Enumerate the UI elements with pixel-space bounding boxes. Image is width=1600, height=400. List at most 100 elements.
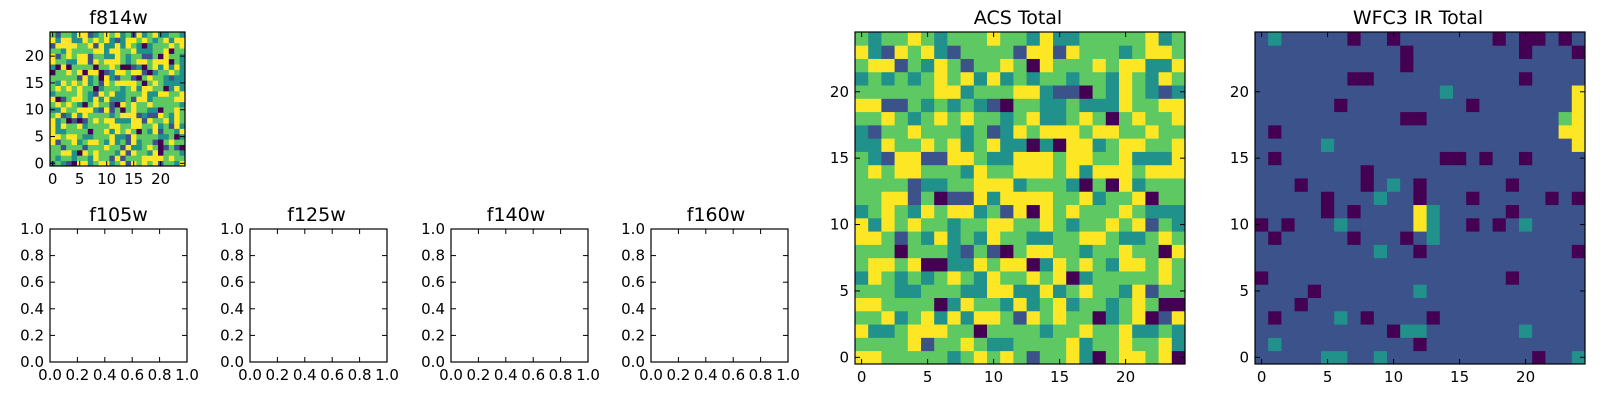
heatmap-cell bbox=[147, 69, 153, 76]
heatmap-cell bbox=[114, 58, 121, 65]
heatmap-cell bbox=[1505, 32, 1520, 46]
y-tick-label: 0.2 bbox=[621, 326, 645, 344]
heatmap-cell bbox=[1013, 231, 1027, 245]
heatmap-cell bbox=[141, 80, 148, 86]
heatmap-cell bbox=[881, 138, 895, 152]
heatmap-cell bbox=[1092, 257, 1107, 272]
heatmap-cell bbox=[109, 69, 116, 76]
heatmap-cell bbox=[141, 64, 148, 70]
heatmap-cell bbox=[1400, 337, 1414, 352]
heatmap-cell bbox=[114, 160, 121, 167]
heatmap-cell bbox=[87, 107, 94, 113]
heatmap-cell bbox=[1532, 124, 1546, 139]
heatmap-cell bbox=[1132, 257, 1146, 272]
heatmap-cell bbox=[1013, 178, 1027, 192]
heatmap-cell bbox=[163, 117, 170, 124]
heatmap-cell bbox=[93, 107, 99, 113]
heatmap-cell bbox=[136, 64, 143, 70]
heatmap-cell bbox=[168, 74, 175, 81]
heatmap-cell bbox=[136, 101, 143, 108]
x-tick-label: 0.2 bbox=[466, 366, 490, 384]
heatmap-cell bbox=[1492, 217, 1507, 232]
heatmap-cell bbox=[881, 151, 895, 166]
heatmap-cell bbox=[855, 284, 869, 298]
heatmap-cell bbox=[1281, 324, 1295, 338]
heatmap-cell bbox=[50, 85, 56, 92]
heatmap-cell bbox=[98, 32, 105, 38]
heatmap-cell bbox=[1145, 350, 1159, 365]
heatmap-cell bbox=[1532, 324, 1546, 338]
heatmap-cell bbox=[125, 48, 132, 54]
heatmap-cell bbox=[114, 133, 121, 140]
heatmap-cell bbox=[1105, 178, 1120, 192]
heatmap-cell bbox=[1387, 32, 1401, 46]
heatmap-cell bbox=[1171, 244, 1186, 259]
heatmap-cell bbox=[179, 112, 186, 119]
heatmap-cell bbox=[174, 64, 180, 70]
heatmap-cell bbox=[163, 96, 170, 103]
heatmap-cell bbox=[152, 112, 159, 119]
heatmap-cell bbox=[1400, 124, 1414, 139]
heatmap-cell bbox=[1426, 204, 1441, 219]
heatmap-cell bbox=[1294, 32, 1309, 46]
heatmap-cell bbox=[114, 128, 121, 135]
heatmap-cell bbox=[104, 90, 110, 97]
heatmap-cell bbox=[93, 128, 99, 135]
heatmap-cell bbox=[131, 90, 137, 97]
heatmap-cell bbox=[1453, 337, 1467, 352]
heatmap-cell bbox=[907, 32, 922, 46]
heatmap-cell bbox=[1505, 111, 1520, 126]
heatmap-cell bbox=[973, 310, 988, 325]
heatmap-cell bbox=[1505, 164, 1520, 179]
heatmap-cell bbox=[1519, 164, 1533, 179]
heatmap-cell bbox=[1334, 164, 1348, 179]
heatmap-cell bbox=[1545, 297, 1559, 312]
heatmap-cell bbox=[179, 85, 186, 92]
heatmap-cell bbox=[921, 45, 935, 59]
heatmap-cell bbox=[1268, 111, 1282, 126]
heatmap-cell bbox=[66, 90, 72, 97]
heatmap-cell bbox=[868, 98, 882, 113]
heatmap-cell bbox=[163, 160, 170, 167]
heatmap-cell bbox=[60, 117, 67, 124]
heatmap-cell bbox=[1439, 85, 1454, 99]
heatmap-cell bbox=[147, 149, 153, 156]
heatmap-cell bbox=[1387, 310, 1401, 325]
heatmap-cell bbox=[947, 284, 961, 298]
heatmap-cell bbox=[1281, 85, 1295, 99]
heatmap-cell bbox=[1281, 151, 1295, 166]
heatmap-cell bbox=[1492, 58, 1507, 73]
heatmap-cell bbox=[136, 96, 143, 103]
heatmap-cell bbox=[1066, 32, 1080, 46]
heatmap-cell bbox=[82, 58, 89, 65]
heatmap-cell bbox=[1255, 310, 1269, 325]
heatmap-cell bbox=[158, 69, 164, 76]
x-tick-label: 0.8 bbox=[348, 366, 372, 384]
heatmap-cell bbox=[147, 155, 153, 162]
heatmap-cell bbox=[1321, 191, 1335, 206]
heatmap-cell bbox=[1466, 151, 1480, 166]
heatmap-cell bbox=[98, 144, 105, 151]
heatmap-cell bbox=[1119, 58, 1133, 73]
heatmap-cell bbox=[1519, 98, 1533, 113]
heatmap-cell bbox=[60, 85, 67, 92]
heatmap-cell bbox=[1439, 58, 1454, 73]
heatmap-cell bbox=[104, 144, 110, 151]
heatmap-cell bbox=[973, 217, 988, 232]
heatmap-cell bbox=[136, 107, 143, 113]
x-tick-label: 0 bbox=[48, 170, 58, 188]
heatmap-cell bbox=[947, 297, 961, 312]
heatmap-cell bbox=[1505, 271, 1520, 285]
heatmap-cell bbox=[1400, 297, 1414, 312]
heatmap-cell bbox=[136, 144, 143, 151]
heatmap-cell bbox=[82, 74, 89, 81]
heatmap-cell bbox=[960, 271, 975, 285]
heatmap-cell bbox=[894, 191, 909, 206]
heatmap-cell bbox=[1066, 191, 1080, 206]
heatmap-cell bbox=[855, 71, 869, 86]
heatmap-cell bbox=[152, 48, 159, 54]
heatmap-cell bbox=[868, 217, 882, 232]
heatmap-cell bbox=[125, 128, 132, 135]
heatmap-cell bbox=[87, 90, 94, 97]
heatmap-cell bbox=[1532, 164, 1546, 179]
